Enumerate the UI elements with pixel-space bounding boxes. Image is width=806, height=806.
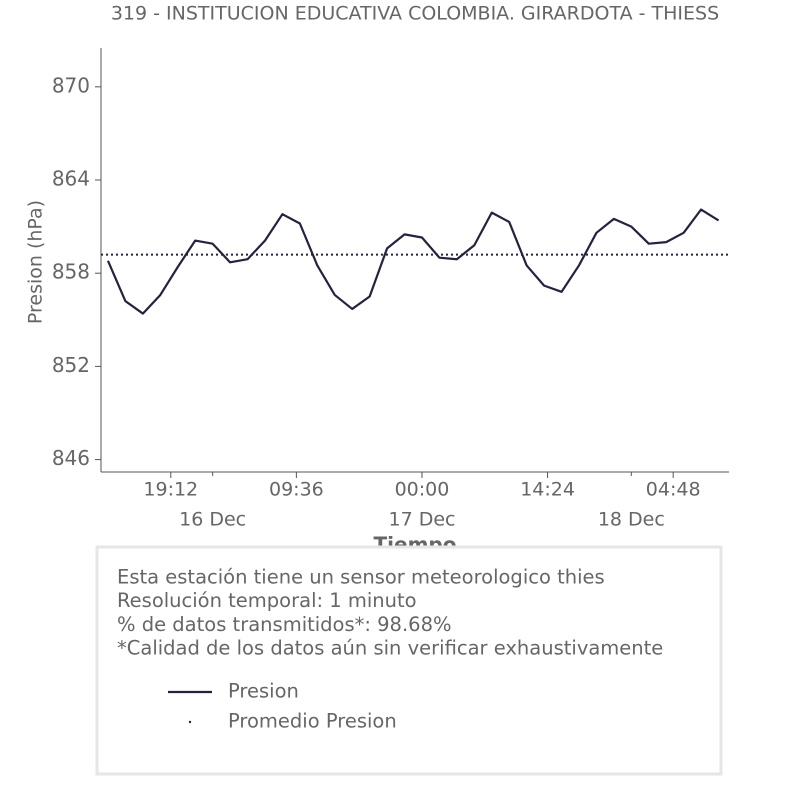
legend-label: Presion xyxy=(228,680,299,703)
y-tick-label: 858 xyxy=(52,260,90,284)
info-text: Resolución temporal: 1 minuto xyxy=(117,589,417,612)
legend-label: Promedio Presion xyxy=(228,710,397,733)
y-tick-label: 870 xyxy=(52,73,90,97)
chart-title: 319 - INSTITUCION EDUCATIVA COLOMBIA. GI… xyxy=(111,3,719,25)
x-tick-label: 14:24 xyxy=(520,479,575,501)
y-tick-label: 852 xyxy=(52,353,90,377)
x-tick-label: 09:36 xyxy=(269,479,324,501)
pressure-line xyxy=(106,208,720,315)
y-tick-label: 864 xyxy=(52,167,90,191)
x-tick-label: 19:12 xyxy=(143,479,198,501)
x-tick-label: 04:48 xyxy=(646,479,701,501)
y-tick-label: 846 xyxy=(52,446,90,470)
legend-dot xyxy=(188,720,192,724)
date-label: 18 Dec xyxy=(598,509,665,531)
date-label: 17 Dec xyxy=(388,509,455,531)
info-text: % de datos transmitidos*: 98.68% xyxy=(117,613,452,636)
info-box xyxy=(95,545,723,776)
y-axis-label: Presion (hPa) xyxy=(25,200,47,324)
info-text: *Calidad de los datos aún sin verificar … xyxy=(117,637,663,660)
x-tick-label: 00:00 xyxy=(395,479,450,501)
date-label: 16 Dec xyxy=(179,509,246,531)
info-text: Esta estación tiene un sensor meteorolog… xyxy=(117,566,605,589)
